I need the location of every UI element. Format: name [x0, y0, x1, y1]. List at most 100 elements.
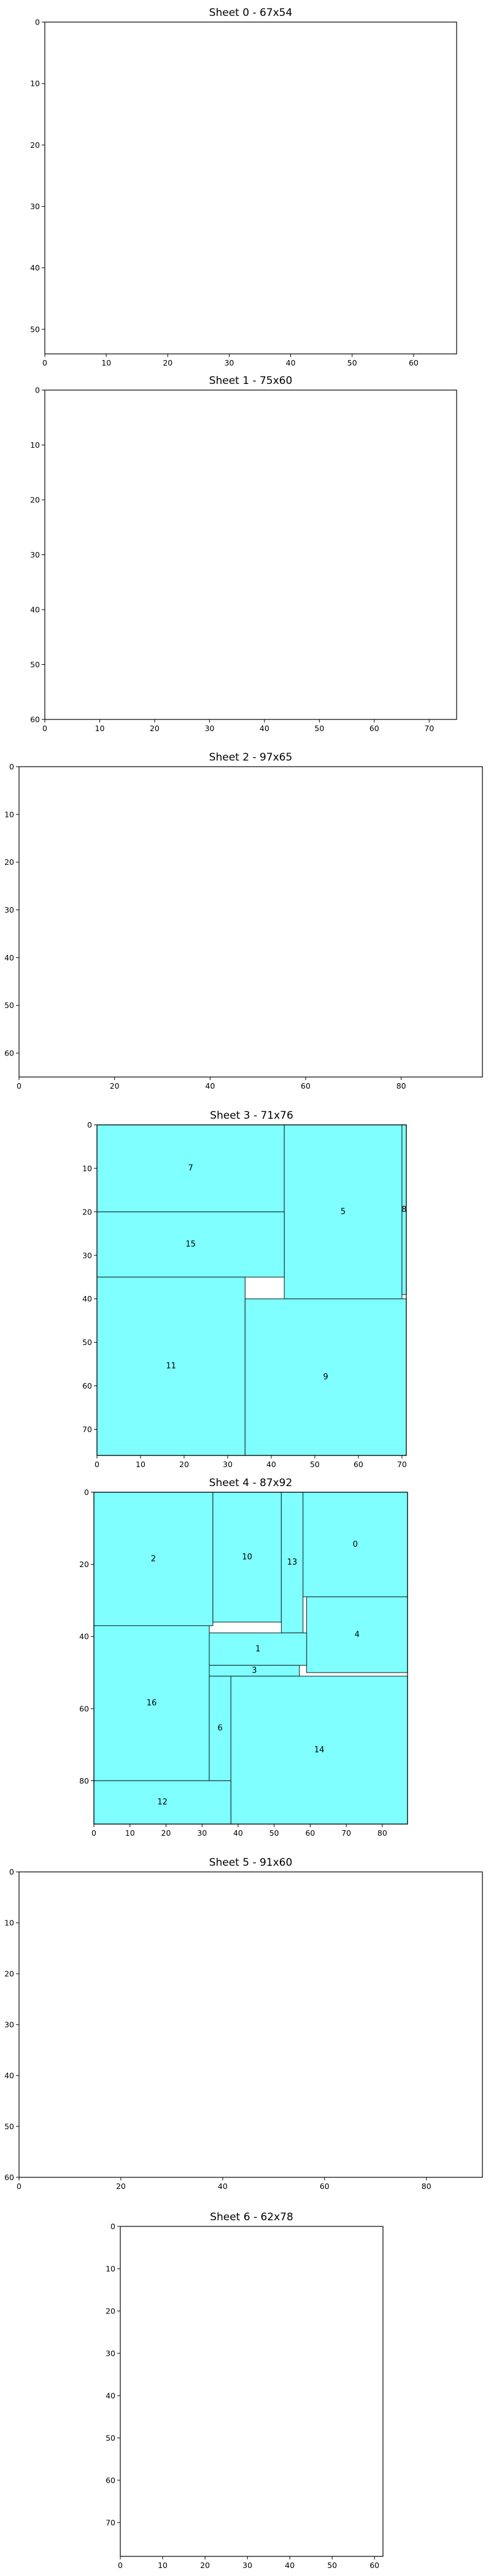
x-tick-label: 50 — [347, 358, 357, 367]
x-tick-label: 50 — [310, 1460, 320, 1469]
x-tick-label: 40 — [260, 724, 269, 733]
y-tick-label: 60 — [4, 1049, 14, 1058]
y-tick-label: 10 — [30, 440, 40, 450]
y-tick-label: 20 — [30, 140, 40, 150]
sheet-6-panel: Sheet 6 - 62x78 0 10 20 30 40 50 60 0 10 20 30 40 50 6… — [106, 2211, 384, 2570]
y-tick-label: 10 — [106, 2264, 115, 2273]
piece-11-label: 11 — [166, 1362, 176, 1371]
y-tick-label: 30 — [30, 550, 40, 559]
piece-5-rect — [284, 1124, 403, 1300]
piece-1-rect — [209, 1632, 307, 1666]
piece-12-label: 12 — [157, 1798, 168, 1807]
x-tick-label: 40 — [205, 1081, 215, 1091]
y-tick-label: 0 — [87, 1121, 92, 1130]
piece-15-label: 15 — [185, 1240, 196, 1249]
y-tick-label: 60 — [79, 1704, 89, 1713]
x-tick-label: 10 — [95, 724, 105, 733]
x-tick-label: 50 — [269, 1828, 279, 1838]
sheet-1-title: Sheet 1 - 75x60 — [209, 375, 293, 387]
piece-8-label: 8 — [401, 1205, 406, 1214]
y-tick-label: 50 — [4, 1001, 14, 1010]
sheet-3-title: Sheet 3 - 71x76 — [210, 1110, 293, 1122]
y-tick-label: 70 — [106, 2518, 115, 2527]
piece-7-rect — [96, 1124, 285, 1213]
sheet-3-axes-frame — [96, 1124, 407, 1456]
piece-8: 8 — [401, 1124, 407, 1295]
piece-4: 4 — [306, 1596, 408, 1673]
piece-14: 14 — [230, 1676, 408, 1825]
y-tick-label: 0 — [84, 1488, 89, 1497]
y-tick-label: 50 — [82, 1338, 92, 1347]
y-tick-label: 10 — [82, 1163, 92, 1173]
y-tick-label: 30 — [30, 202, 40, 211]
x-tick-label: 60 — [354, 1460, 363, 1469]
y-tick-label: 60 — [106, 2475, 115, 2485]
sheet-0-panel: Sheet 0 - 67x54 0 10 20 30 40 50 60 0 10 20 30 40 50 — [30, 7, 457, 367]
x-tick-label: 50 — [314, 724, 324, 733]
piece-0: 0 — [303, 1492, 408, 1598]
piece-9-rect — [244, 1298, 407, 1456]
y-tick-label: 20 — [4, 857, 14, 867]
x-tick-label: 80 — [422, 2182, 431, 2191]
piece-4-label: 4 — [355, 1630, 360, 1639]
piece-15: 15 — [96, 1211, 285, 1278]
sheet-5-title: Sheet 5 - 91x60 — [209, 1857, 293, 1869]
y-tick-label: 0 — [9, 762, 14, 772]
x-tick-label: 60 — [369, 724, 379, 733]
sheet-5-axes-frame — [18, 1871, 483, 2178]
y-tick-label: 20 — [79, 1560, 89, 1569]
x-tick-label: 30 — [224, 358, 234, 367]
sheet-3-panel: Sheet 3 - 71x76 7 5 8 15 11 9 0 10 20 30 40 50 60 70 0 1… — [82, 1110, 407, 1469]
x-tick-label: 20 — [150, 724, 160, 733]
x-tick-label: 30 — [197, 1828, 207, 1838]
piece-4-rect — [306, 1596, 408, 1673]
y-tick-label: 50 — [30, 660, 40, 669]
y-tick-label: 20 — [106, 2306, 115, 2315]
x-tick-label: 40 — [266, 1460, 276, 1469]
y-tick-label: 30 — [106, 2348, 115, 2358]
piece-2-label: 2 — [151, 1554, 156, 1563]
y-tick-label: 0 — [110, 2222, 115, 2231]
x-tick-label: 20 — [200, 2561, 210, 2570]
y-tick-label: 20 — [82, 1207, 92, 1216]
piece-13-label: 13 — [287, 1558, 298, 1567]
piece-5: 5 — [284, 1124, 403, 1300]
piece-3: 3 — [209, 1665, 300, 1677]
piece-3-label: 3 — [252, 1666, 257, 1676]
y-tick-label: 20 — [4, 1969, 14, 1979]
sheet-1-axes-frame — [44, 389, 457, 720]
piece-1-label: 1 — [255, 1644, 260, 1654]
x-tick-label: 0 — [118, 2561, 123, 2570]
sheet-2-axes-frame — [18, 766, 483, 1078]
sheet-6-axes-frame — [120, 2226, 384, 2557]
piece-0-rect — [303, 1492, 408, 1598]
y-tick-label: 60 — [82, 1381, 92, 1390]
x-tick-label: 0 — [95, 1460, 99, 1469]
x-tick-label: 0 — [17, 2182, 21, 2191]
piece-2-rect — [93, 1492, 214, 1627]
x-tick-label: 40 — [286, 358, 296, 367]
piece-14-rect — [230, 1676, 408, 1825]
x-tick-label: 60 — [305, 1828, 315, 1838]
y-tick-label: 0 — [35, 18, 40, 27]
x-tick-label: 60 — [320, 2182, 330, 2191]
sheet-6-title: Sheet 6 - 62x78 — [210, 2211, 293, 2223]
sheet-0-axes-frame — [44, 21, 457, 355]
piece-0-label: 0 — [353, 1540, 358, 1549]
piece-10-label: 10 — [242, 1552, 252, 1562]
piece-9-label: 9 — [323, 1373, 328, 1382]
y-tick-label: 50 — [4, 2122, 14, 2131]
piece-11-rect — [96, 1276, 246, 1456]
x-tick-label: 70 — [397, 1460, 407, 1469]
x-tick-label: 50 — [327, 2561, 337, 2570]
x-tick-label: 20 — [116, 2182, 126, 2191]
sheet-0-title: Sheet 0 - 67x54 — [209, 7, 293, 19]
piece-5-label: 5 — [341, 1207, 346, 1216]
piece-13: 13 — [280, 1492, 304, 1633]
piece-12: 12 — [93, 1780, 231, 1825]
y-tick-label: 60 — [30, 715, 40, 724]
y-tick-label: 40 — [106, 2391, 115, 2400]
piece-2: 2 — [93, 1492, 214, 1627]
x-tick-label: 10 — [158, 2561, 168, 2570]
